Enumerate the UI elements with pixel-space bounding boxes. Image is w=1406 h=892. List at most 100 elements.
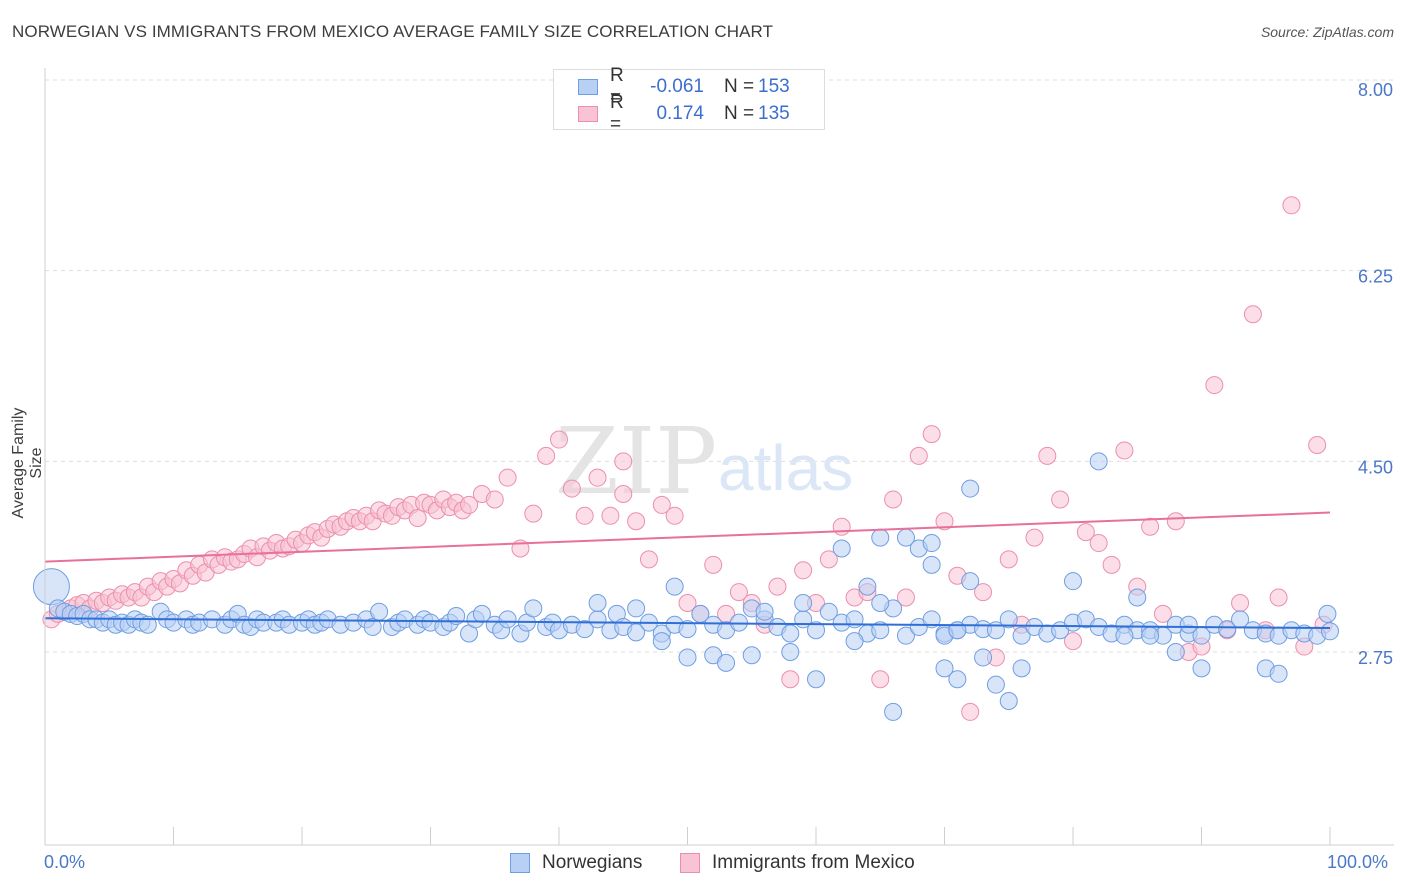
norwegians-point xyxy=(986,675,1005,694)
y-tick-label: 8.00 xyxy=(1358,80,1393,100)
series-legend-label: Immigrants from Mexico xyxy=(712,852,915,873)
mexico-point xyxy=(614,452,633,471)
mexico-point xyxy=(819,550,838,569)
norwegians-point xyxy=(884,702,903,721)
legend-swatch-pink xyxy=(578,106,598,122)
mexico-point xyxy=(1064,632,1082,651)
x-tick-label-max: 100.0% xyxy=(1327,852,1389,872)
mexico-point xyxy=(614,485,633,504)
y-tick-label: 2.75 xyxy=(1358,648,1393,668)
mexico-point xyxy=(1141,517,1160,536)
mexico-point xyxy=(1243,305,1262,324)
mexico-point xyxy=(652,495,671,514)
norwegians-point xyxy=(1218,620,1237,639)
series-swatch-pink xyxy=(680,853,700,873)
norwegians-point xyxy=(948,670,967,689)
mexico-point xyxy=(909,446,928,465)
mexico-point xyxy=(935,512,954,531)
mexico-point xyxy=(550,430,568,449)
mexico-point xyxy=(1025,528,1044,547)
norwegians-point xyxy=(1141,626,1160,645)
mexico-point xyxy=(1102,555,1121,574)
norwegians-point xyxy=(974,648,993,667)
correlation-legend: R = -0.061 N = 153 R = 0.174 N = 135 xyxy=(553,65,825,135)
norwegians-point xyxy=(781,624,800,643)
norwegians-point xyxy=(1128,588,1147,607)
norwegians-point xyxy=(858,577,877,596)
source-label: Source: ZipAtlas.com xyxy=(1260,24,1394,40)
mexico-point xyxy=(485,490,504,509)
norwegians-point xyxy=(742,646,761,665)
mexico-point xyxy=(524,504,543,523)
mexico-point xyxy=(961,702,980,721)
norwegians-point xyxy=(755,602,774,621)
y-tick-label: 6.25 xyxy=(1358,267,1393,287)
norwegians-point xyxy=(794,593,813,612)
norwegians-point xyxy=(922,610,941,629)
series-legend-mexico: Immigrants from Mexico xyxy=(680,852,915,874)
chart-title: NORWEGIAN VS IMMIGRANTS FROM MEXICO AVER… xyxy=(12,22,774,41)
norwegians-point xyxy=(575,620,594,639)
legend-n-label: N = xyxy=(724,76,755,97)
norwegians-point xyxy=(363,617,382,636)
watermark-atlas: atlas xyxy=(718,432,853,504)
norwegians-point xyxy=(1089,452,1108,471)
norwegians-point xyxy=(961,572,980,591)
x-tick-label-min: 0.0% xyxy=(44,852,86,872)
norwegians-point xyxy=(524,599,543,618)
mexico-point xyxy=(704,555,723,574)
norwegians-point xyxy=(1179,615,1198,634)
norwegians-point xyxy=(1064,572,1082,591)
mexico-point xyxy=(922,425,941,444)
norwegians-point xyxy=(1269,664,1288,683)
legend-row-norwegians: R = -0.061 N = 153 xyxy=(578,65,790,108)
norwegians-point xyxy=(1012,659,1031,678)
mexico-point xyxy=(781,670,800,689)
norwegians-point xyxy=(807,670,825,689)
mexico-point xyxy=(575,506,594,525)
norwegians-point xyxy=(871,528,890,547)
mexico-point xyxy=(794,561,813,580)
mexico-point xyxy=(627,512,646,531)
mexico-point xyxy=(1153,604,1172,623)
mexico-trendline xyxy=(44,511,1331,563)
norwegians-point xyxy=(665,577,684,596)
mexico-point xyxy=(460,495,479,514)
legend-n-label: N = xyxy=(724,103,755,124)
mexico-point xyxy=(974,583,993,602)
norwegians-point xyxy=(961,479,980,498)
legend-r-label: R = xyxy=(610,92,624,135)
norwegians-point xyxy=(1321,622,1339,641)
mexico-point xyxy=(1051,490,1070,509)
norwegians-point xyxy=(819,602,838,621)
series-legend-label: Norwegians xyxy=(542,852,643,873)
mexico-point xyxy=(1115,441,1134,460)
norwegians-point xyxy=(1192,659,1211,678)
norwegians-point xyxy=(845,632,864,651)
legend-r-label: R = xyxy=(610,65,624,108)
mexico-point xyxy=(1166,512,1185,531)
norwegians-point xyxy=(678,620,697,639)
legend-n-value: 153 xyxy=(758,76,790,97)
mexico-point xyxy=(588,468,607,487)
norwegians-point xyxy=(832,539,851,558)
norwegians-point xyxy=(871,593,890,612)
norwegians-point xyxy=(781,643,800,661)
mexico-point xyxy=(562,479,581,498)
norwegians-point xyxy=(807,621,825,640)
norwegians-trendline xyxy=(44,617,1331,630)
norwegians-point xyxy=(922,555,941,574)
norwegians-point xyxy=(999,692,1018,711)
mexico-point xyxy=(871,670,890,689)
norwegians-point xyxy=(896,626,915,645)
norwegians-point xyxy=(370,602,389,621)
norwegians-point xyxy=(1115,626,1134,645)
norwegians-point xyxy=(32,568,70,606)
legend-swatch-blue xyxy=(578,79,598,95)
mexico-point xyxy=(1269,588,1288,607)
norwegians-point xyxy=(138,615,157,634)
norwegians-point xyxy=(717,653,736,672)
mexico-point xyxy=(639,550,658,569)
series-swatch-blue xyxy=(510,853,530,873)
